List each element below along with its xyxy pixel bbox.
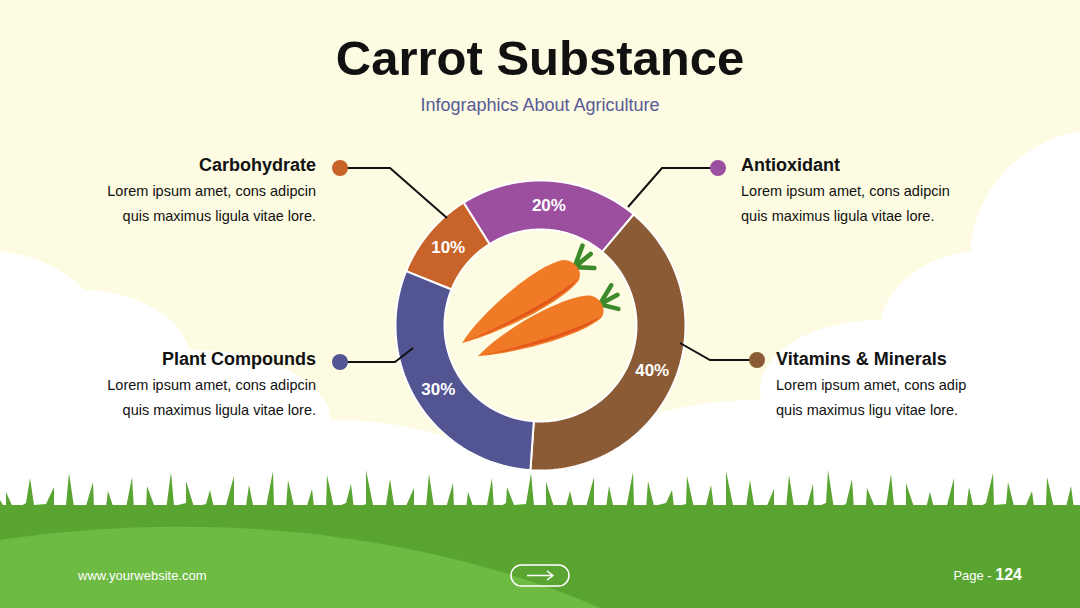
html-text:www.yourwebsite.com: www.yourwebsite.com <box>78 568 207 583</box>
html-text:Page - 124: Page - 124 <box>953 566 1022 583</box>
html-text:Vitamins & Minerals: Vitamins & Minerals <box>776 349 947 369</box>
html-text:Carbohydrate: Carbohydrate <box>199 155 316 175</box>
html-text:Antioxidant: Antioxidant <box>741 155 840 175</box>
svg-text:30%: 30% <box>421 380 455 399</box>
svg-text:40%: 40% <box>635 361 669 380</box>
svg-text:10%: 10% <box>431 238 465 257</box>
html-text:Plant Compounds: Plant Compounds <box>162 349 316 369</box>
html-text:Lorem ipsum amet, cons adip: Lorem ipsum amet, cons adip <box>776 377 967 393</box>
html-text:quis maximus ligula vitae lore: quis maximus ligula vitae lore. <box>122 402 316 418</box>
html-text:quis maximus ligula vitae lore: quis maximus ligula vitae lore. <box>741 208 935 224</box>
html-text:Lorem ipsum amet, cons adipcin: Lorem ipsum amet, cons adipcin <box>107 377 316 393</box>
html-text:Carrot Substance: Carrot Substance <box>335 31 745 85</box>
html-text:Lorem ipsum amet, cons adipcin: Lorem ipsum amet, cons adipcin <box>107 183 316 199</box>
svg-text:20%: 20% <box>532 196 566 215</box>
html-text:quis maximus ligula vitae lore: quis maximus ligula vitae lore. <box>122 208 316 224</box>
html-text:quis maximus ligu vitae lore.: quis maximus ligu vitae lore. <box>776 402 959 418</box>
html-text:Infographics About Agriculture: Infographics About Agriculture <box>420 95 660 115</box>
html-text:Lorem ipsum amet, cons adipcin: Lorem ipsum amet, cons adipcin <box>741 183 950 199</box>
